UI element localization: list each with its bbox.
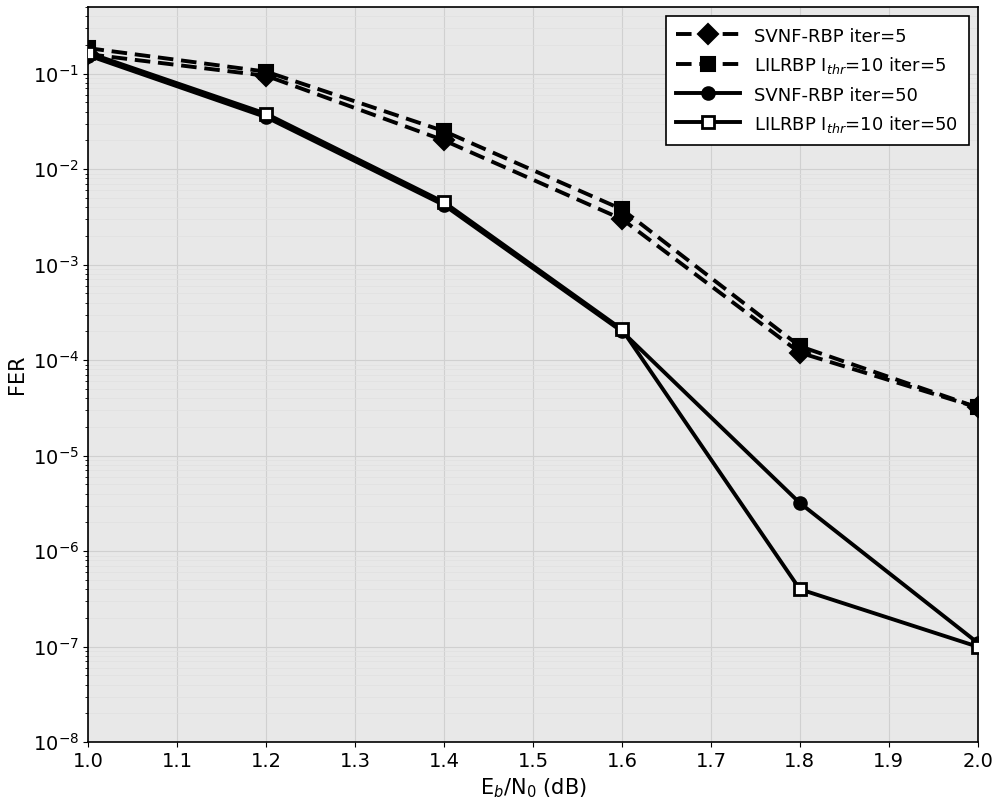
- SVNF-RBP iter=50: [260, 112, 272, 122]
- SVNF-RBP iter=5: [438, 136, 450, 145]
- SVNF-RBP iter=5: [794, 348, 806, 358]
- SVNF-RBP iter=5: [82, 49, 94, 59]
- SVNF-RBP iter=50: [972, 638, 984, 647]
- LILRBP I$_{{thr}}$=10 iter=5: [260, 67, 272, 77]
- SVNF-RBP iter=50: [616, 327, 628, 337]
- SVNF-RBP iter=5: [972, 403, 984, 412]
- LILRBP I$_{{thr}}$=10 iter=5: [972, 403, 984, 412]
- SVNF-RBP iter=5: [260, 71, 272, 81]
- LILRBP I$_{{thr}}$=10 iter=50: [972, 642, 984, 651]
- LILRBP I$_{{thr}}$=10 iter=50: [794, 584, 806, 594]
- Y-axis label: FER: FER: [7, 355, 27, 395]
- X-axis label: E$_b$/N$_0$ (dB): E$_b$/N$_0$ (dB): [480, 776, 586, 800]
- Line: SVNF-RBP iter=50: SVNF-RBP iter=50: [82, 49, 984, 649]
- Line: LILRBP I$_{{thr}}$=10 iter=5: LILRBP I$_{{thr}}$=10 iter=5: [82, 41, 985, 414]
- LILRBP I$_{{thr}}$=10 iter=50: [616, 324, 628, 334]
- LILRBP I$_{{thr}}$=10 iter=50: [438, 198, 450, 207]
- SVNF-RBP iter=50: [438, 200, 450, 210]
- LILRBP I$_{{thr}}$=10 iter=50: [82, 48, 94, 58]
- SVNF-RBP iter=50: [794, 498, 806, 508]
- Line: SVNF-RBP iter=5: SVNF-RBP iter=5: [82, 48, 985, 414]
- SVNF-RBP iter=50: [82, 51, 94, 61]
- LILRBP I$_{{thr}}$=10 iter=5: [794, 341, 806, 351]
- SVNF-RBP iter=5: [616, 215, 628, 224]
- Line: LILRBP I$_{{thr}}$=10 iter=50: LILRBP I$_{{thr}}$=10 iter=50: [82, 47, 984, 653]
- LILRBP I$_{{thr}}$=10 iter=5: [82, 44, 94, 53]
- LILRBP I$_{{thr}}$=10 iter=50: [260, 109, 272, 119]
- LILRBP I$_{{thr}}$=10 iter=5: [616, 204, 628, 214]
- LILRBP I$_{{thr}}$=10 iter=5: [438, 127, 450, 136]
- Legend: SVNF-RBP iter=5, LILRBP I$_{thr}$=10 iter=5, SVNF-RBP iter=50, LILRBP I$_{thr}$=: SVNF-RBP iter=5, LILRBP I$_{thr}$=10 ite…: [666, 16, 969, 145]
